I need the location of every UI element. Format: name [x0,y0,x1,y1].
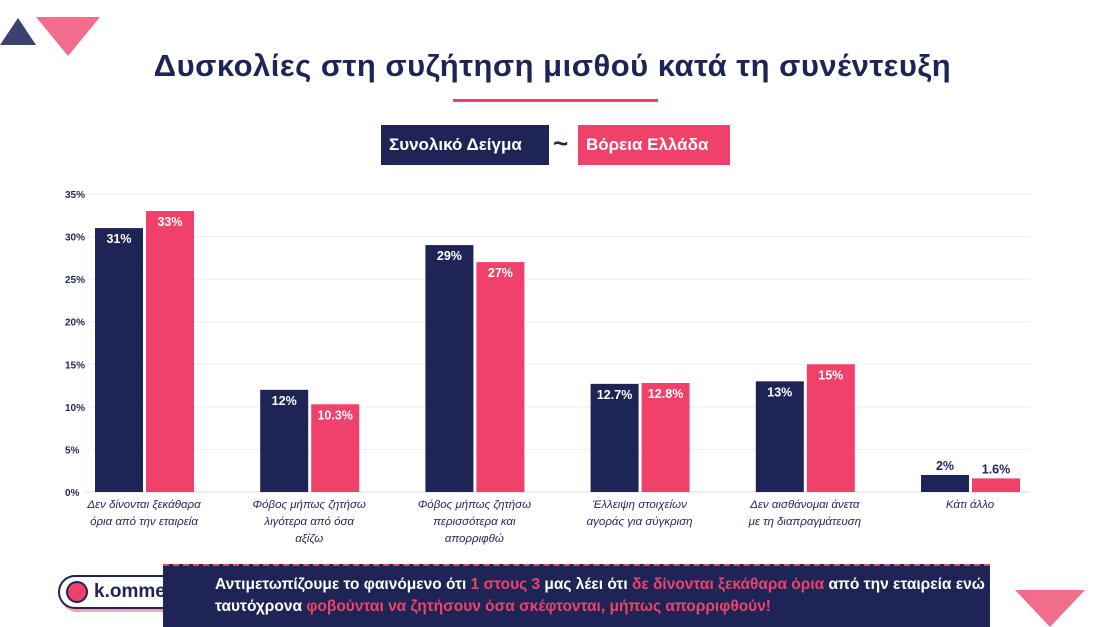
legend-total-sample: Συνολικό Δείγμα [381,125,549,165]
category-label: Κάτι άλλο [945,499,995,511]
bar [972,478,1020,492]
bar-value-label: 27% [488,266,513,280]
bar [476,262,525,492]
y-tick-label: 35% [65,190,85,201]
category-label: Έλλειψη στοιχείων αγοράς για σύγκριση [586,499,693,528]
bar [311,404,360,492]
y-tick-label: 15% [65,360,85,371]
category-label: Δεν δίνονται ξεκάθαρα όρια από την εταιρ… [87,499,201,528]
comment-box: Αντιμετωπίζουμε το φαινόμενο ότι 1 στους… [163,564,990,627]
brand-dot-icon [66,581,88,603]
comment-text: από την εταιρεία ενώ ταυτόχρονα [215,576,985,615]
comment-highlight: φοβούνται να ζητήσουν όσα σκέφτονται, μή… [306,598,771,615]
bar-value-label: 10.3% [317,408,352,422]
category-label: Φόβος μήπως ζητήσω λιγότερα από όσα αξίζ… [252,499,366,545]
bar [921,474,969,492]
comment-text: Αντιμετωπίζουμε το φαινόμενο ότι [215,576,471,593]
legend-northern-greece: Βόρεια Ελλάδα [578,125,730,165]
brand-label: k.omment [94,581,184,602]
y-tick-label: 25% [65,275,85,286]
legend-separator: ~ [553,128,569,158]
page-title: Δυσκολίες στη συζήτηση μισθού κατά τη συ… [153,48,952,83]
bar [641,383,690,492]
bar [755,381,804,492]
bar [425,245,474,492]
bar [260,389,309,492]
bar-value-label: 12.8% [648,387,683,401]
comment-text: μας λέει ότι [540,576,632,593]
bar-value-label: 2% [936,459,954,473]
bar-value-label: 13% [767,385,792,399]
pink-triangle [36,17,100,56]
bar [95,228,143,493]
category-label: Φόβος μήπως ζητήσω περισσότερα και απορρ… [417,499,532,545]
comment-highlight: δε δίνονται ξεκάθαρα όρια [631,576,825,593]
y-tick-label: 10% [65,403,85,414]
y-tick-label: 5% [65,445,80,456]
bar-value-label: 12% [272,394,297,408]
navy-triangle [0,18,36,45]
y-tick-label: 0% [65,488,80,499]
bar [806,364,855,492]
y-tick-label: 30% [65,233,85,244]
title-underline [453,99,658,102]
bar-value-label: 12.7% [597,388,632,402]
pink-triangle-bottom [1015,590,1085,627]
y-tick-label: 20% [65,318,85,329]
bar-value-label: 31% [106,232,131,246]
bar-value-label: 33% [157,215,182,229]
bar-value-label: 1.6% [982,462,1011,476]
bar-value-label: 15% [818,368,843,382]
comment-highlight: 1 στους 3 [470,576,541,593]
bar [590,383,639,492]
bar [146,211,194,492]
bar-value-label: 29% [437,249,462,263]
category-label: Δεν αισθάνομαι άνετα με τη διαπραγμάτευσ… [748,499,861,528]
